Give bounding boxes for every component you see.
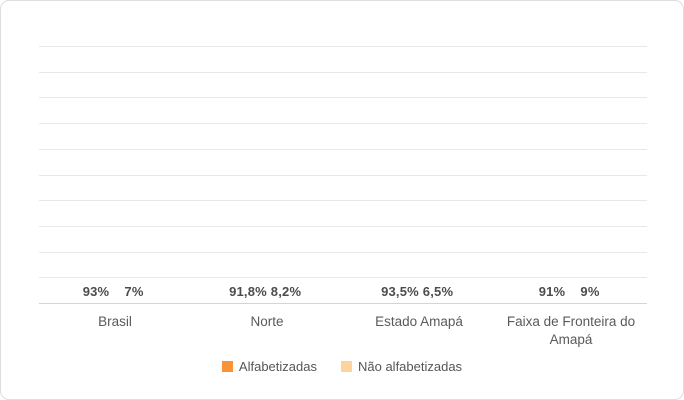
gridline — [39, 277, 647, 279]
legend-swatch-alfabetizadas — [221, 361, 233, 372]
value-label: 8,2% — [270, 284, 302, 299]
x-label-estado-amapa: Estado Amapá — [375, 314, 463, 329]
legend-item-alfabetizadas: Alfabetizadas — [221, 359, 317, 374]
gridline — [39, 97, 647, 99]
value-label: 7% — [124, 284, 144, 299]
x-axis-labels: Brasil Norte Estado Amapá Faixa de Front… — [39, 313, 647, 348]
gridlines — [39, 46, 647, 304]
legend-label: Não alfabetizadas — [357, 359, 463, 374]
gridline — [39, 200, 647, 202]
legend: Alfabetizadas Não alfabetizadas — [1, 359, 683, 374]
x-label-faixa-fronteira: Faixa de Fronteira do Amapá — [506, 314, 636, 347]
gridline — [39, 174, 647, 176]
gridline — [39, 251, 647, 253]
value-label: 91,8% — [229, 284, 267, 299]
gridline — [39, 71, 647, 73]
value-label: 9% — [580, 284, 600, 299]
bar-group-norte: 91,8% 8,2% — [191, 47, 343, 304]
gridline — [39, 148, 647, 150]
bar-group-faixa-fronteira: 91% 9% — [495, 47, 647, 304]
value-label: 91% — [538, 284, 566, 299]
value-label: 93,5% — [381, 284, 419, 299]
x-axis-line — [39, 303, 647, 304]
gridline — [39, 123, 647, 125]
x-label-norte: Norte — [250, 314, 284, 329]
legend-swatch-nao-alfabetizadas — [340, 361, 352, 372]
bar-group-estado-amapa: 93,5% 6,5% — [343, 47, 495, 304]
legend-item-nao-alfabetizadas: Não alfabetizadas — [340, 359, 463, 374]
plot-area: 93% 7% 91,8% 8,2% — [39, 46, 647, 304]
x-label-brasil: Brasil — [98, 314, 132, 329]
bar-groups: 93% 7% 91,8% 8,2% — [39, 47, 647, 304]
bar-group-brasil: 93% 7% — [39, 47, 191, 304]
value-label: 93% — [82, 284, 110, 299]
value-label: 6,5% — [422, 284, 454, 299]
legend-label: Alfabetizadas — [238, 359, 317, 374]
gridline — [39, 225, 647, 227]
gridline — [39, 46, 647, 47]
